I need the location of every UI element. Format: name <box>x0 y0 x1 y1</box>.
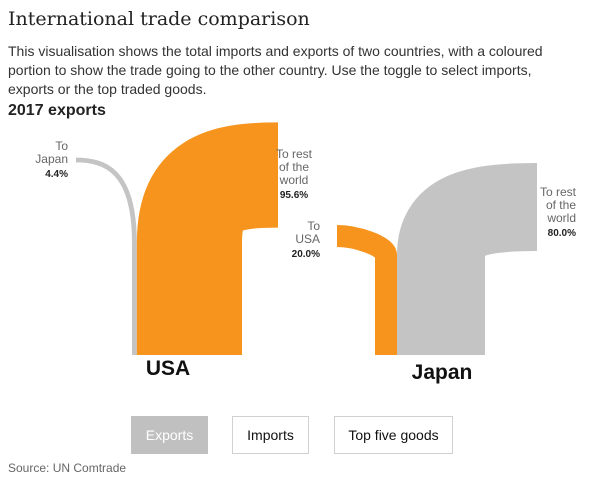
flow-label-line: of the <box>546 198 576 212</box>
country-label-usa: USA <box>146 357 190 380</box>
flow-label-line: USA <box>295 232 320 246</box>
flow-share-label: 4.4% <box>45 169 68 180</box>
imports-toggle-button[interactable]: Imports <box>232 416 309 454</box>
flow-share-label: 80.0% <box>548 228 576 239</box>
flow-label-line: To <box>55 139 68 153</box>
flow-japan-rest <box>397 163 538 355</box>
exports-toggle-button[interactable]: Exports <box>131 416 208 454</box>
flow-usa-partner <box>136 122 279 355</box>
flow-label-line: Japan <box>35 152 68 166</box>
flow-label-line: To rest <box>276 147 313 161</box>
flow-japan-partner <box>336 225 397 355</box>
flow-usa-rest <box>75 157 137 355</box>
flow-label-line: To rest <box>540 185 577 199</box>
chart-title: International trade comparison <box>8 8 310 30</box>
country-label-japan: Japan <box>412 361 473 384</box>
flow-label-line: of the <box>279 160 309 174</box>
chart-subtitle: 2017 exports <box>8 102 106 119</box>
chart-description: This visualisation shows the total impor… <box>8 43 543 97</box>
flow-label-line: To <box>307 219 320 233</box>
flow-share-label: 20.0% <box>292 249 320 260</box>
flow-label-line: world <box>279 173 309 187</box>
flow-label-line: world <box>546 211 576 225</box>
flow-share-label: 95.6% <box>280 190 308 201</box>
top-five-goods-toggle-button[interactable]: Top five goods <box>334 416 453 454</box>
source-note: Source: UN Comtrade <box>8 461 127 475</box>
